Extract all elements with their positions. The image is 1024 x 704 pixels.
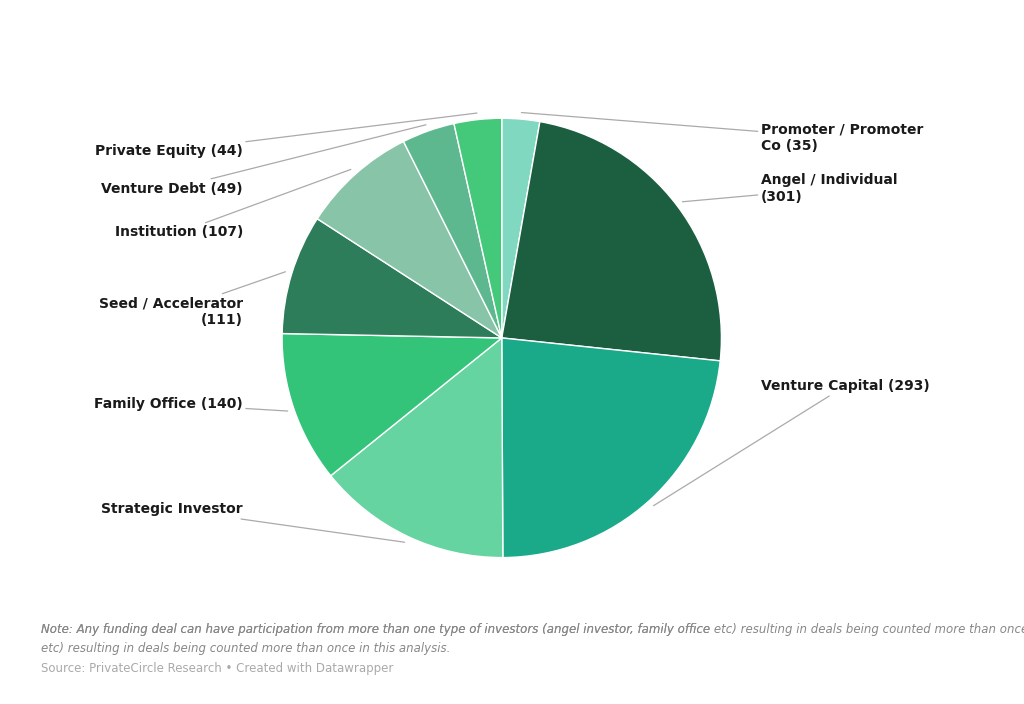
Text: Promoter / Promoter
Co (35): Promoter / Promoter Co (35) xyxy=(521,113,923,153)
Wedge shape xyxy=(283,219,502,338)
Wedge shape xyxy=(282,334,502,476)
Wedge shape xyxy=(502,118,540,338)
Text: Venture Debt (49): Venture Debt (49) xyxy=(101,125,426,196)
Text: Angel / Individual
(301): Angel / Individual (301) xyxy=(682,173,897,203)
Text: Strategic Investor: Strategic Investor xyxy=(101,502,404,542)
Text: Private Equity (44): Private Equity (44) xyxy=(95,113,477,158)
Text: Family Office (140): Family Office (140) xyxy=(94,397,288,411)
Text: Note: Any funding deal can have participation from more than one type of investo: Note: Any funding deal can have particip… xyxy=(41,623,1024,636)
Text: Venture Capital (293): Venture Capital (293) xyxy=(653,379,929,505)
Text: Seed / Accelerator
(111): Seed / Accelerator (111) xyxy=(99,272,286,327)
Wedge shape xyxy=(502,338,720,558)
Text: Note: Any funding deal can have participation from more than one type of investo: Note: Any funding deal can have particip… xyxy=(41,623,710,636)
Wedge shape xyxy=(454,118,502,338)
Wedge shape xyxy=(502,122,721,361)
Text: Source: PrivateCircle Research • Created with Datawrapper: Source: PrivateCircle Research • Created… xyxy=(41,662,393,674)
Wedge shape xyxy=(317,142,502,338)
Wedge shape xyxy=(331,338,503,558)
Wedge shape xyxy=(403,123,502,338)
Text: etc) resulting in deals being counted more than once in this analysis.: etc) resulting in deals being counted mo… xyxy=(41,642,451,655)
Text: Institution (107): Institution (107) xyxy=(115,170,351,239)
